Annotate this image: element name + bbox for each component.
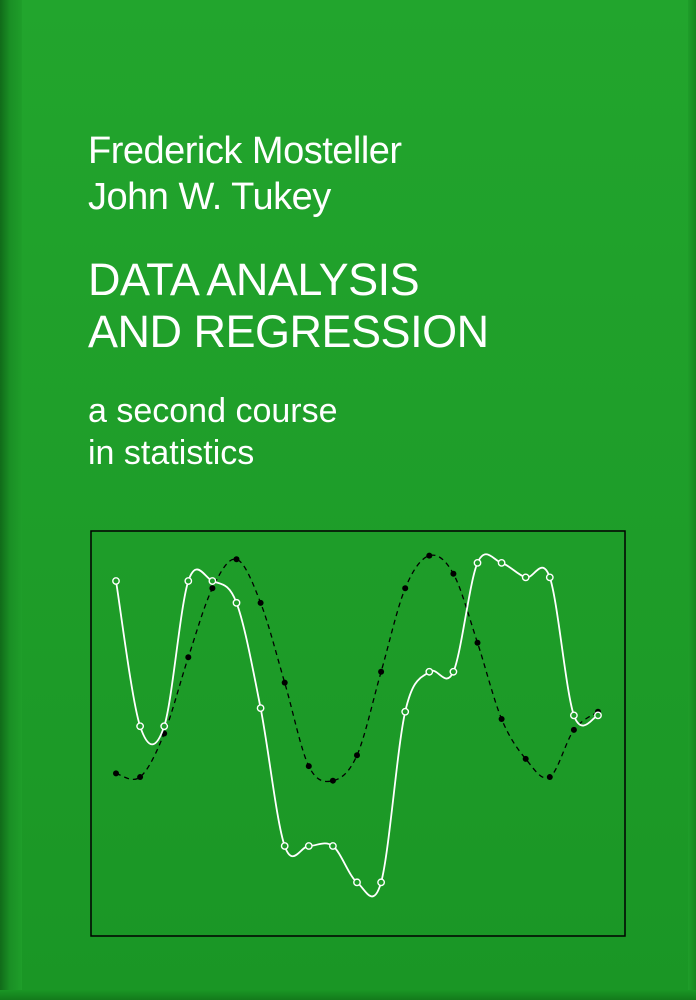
filled-dot-point (570, 726, 577, 733)
filled-dot-point (522, 755, 529, 762)
title-line: AND REGRESSION (88, 306, 489, 357)
book-subtitle: a second course in statistics (88, 390, 338, 474)
filled-dot-point (474, 639, 481, 646)
open-circle-point (449, 667, 458, 676)
open-circle-point (256, 704, 265, 712)
author-name: John W. Tukey (88, 176, 331, 218)
open-circle-point (545, 573, 554, 582)
open-circle-point (328, 842, 337, 850)
filled-dot-point (185, 654, 192, 661)
open-circle-point (136, 722, 144, 731)
solid-series-line (115, 553, 599, 898)
author-list: Frederick Mosteller John W. Tukey (88, 128, 402, 220)
filled-dot-series (113, 552, 601, 784)
filled-dot-point (281, 679, 288, 686)
filled-dot-point (305, 763, 312, 770)
subtitle-line: a second course (88, 392, 338, 430)
dashed-series-line (115, 554, 599, 783)
cover-bottom-edge (0, 990, 696, 1000)
filled-dot-point (354, 752, 360, 759)
open-circle-point (280, 842, 289, 850)
filled-dot-point (378, 668, 385, 675)
open-circle-point (208, 577, 217, 585)
open-circle-point (473, 558, 482, 567)
filled-dot-point (546, 774, 553, 781)
author-name: Frederick Mosteller (88, 130, 402, 172)
open-circle-point (160, 722, 169, 731)
cover-plot-illustration (90, 530, 626, 937)
filled-dot-point (233, 556, 240, 563)
filled-dot-point (257, 599, 264, 606)
open-circle-point (112, 577, 120, 585)
filled-dot-point (329, 777, 336, 784)
book-title: DATA ANALYSIS AND REGRESSION (88, 254, 489, 358)
plot-frame (90, 530, 626, 937)
open-circle-point (377, 878, 385, 887)
open-circle-point (304, 842, 313, 850)
open-circle-point (425, 667, 434, 676)
title-line: DATA ANALYSIS (88, 254, 420, 305)
subtitle-line: in statistics (88, 434, 255, 472)
cover-right-edge (688, 0, 696, 1000)
filled-dot-point (137, 774, 144, 781)
open-circle-point (569, 711, 578, 720)
open-circle-point (184, 577, 193, 585)
filled-dot-point (402, 585, 409, 592)
open-circle-point (353, 878, 361, 887)
filled-dot-point (498, 715, 505, 722)
open-circle-point (401, 707, 410, 716)
open-circle-series (112, 553, 602, 898)
book-spine (0, 0, 22, 1000)
open-circle-point (594, 711, 602, 720)
open-circle-point (521, 573, 530, 582)
filled-dot-point (209, 585, 216, 592)
open-circle-point (232, 598, 241, 607)
filled-dot-point (450, 570, 457, 577)
filled-dot-point (426, 552, 433, 559)
open-circle-point (497, 558, 506, 567)
filled-dot-point (113, 770, 119, 777)
